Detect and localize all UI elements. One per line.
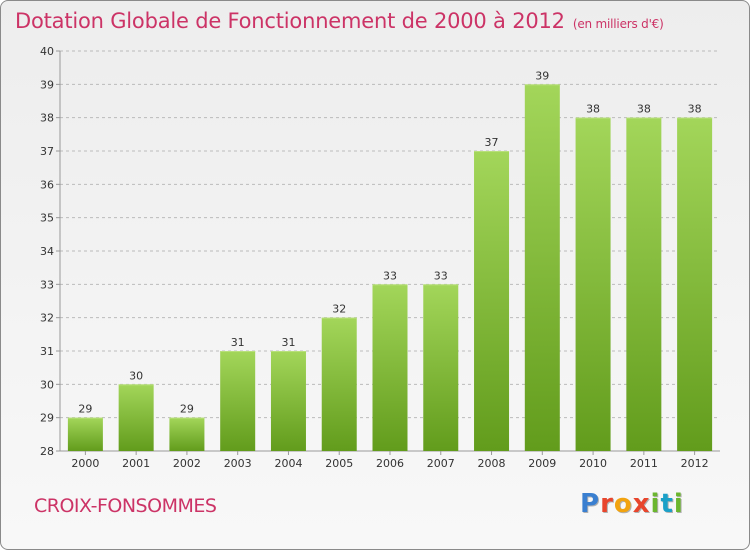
y-tick-label: 37 <box>40 145 54 158</box>
y-tick-label: 33 <box>40 278 54 291</box>
y-tick-label: 36 <box>40 178 54 191</box>
chart-title-text: Dotation Globale de Fonctionnement de 20… <box>15 9 565 33</box>
x-tick-label-2008: 2008 <box>478 457 506 470</box>
value-label-2009: 39 <box>535 69 549 82</box>
x-tick-label-2005: 2005 <box>325 457 353 470</box>
value-label-2005: 32 <box>332 303 346 316</box>
value-label-2012: 38 <box>688 103 702 116</box>
x-tick-label-2010: 2010 <box>579 457 607 470</box>
bar-2002 <box>169 417 205 451</box>
bar-2012 <box>677 117 713 452</box>
bar-2005 <box>321 317 357 451</box>
x-tick-label-2012: 2012 <box>681 457 709 470</box>
value-label-2010: 38 <box>586 103 600 116</box>
logo-letter: x <box>632 489 651 519</box>
value-label-2007: 33 <box>434 269 448 282</box>
proxiti-logo[interactable]: Proxiti <box>580 489 684 519</box>
logo-letter: P <box>580 489 601 519</box>
bar-2010 <box>575 117 611 452</box>
bars <box>67 84 713 452</box>
bar-2009 <box>524 84 560 451</box>
x-tick-label-2006: 2006 <box>376 457 404 470</box>
value-label-2003: 31 <box>231 336 245 349</box>
bar-2011 <box>626 117 662 452</box>
x-tick-label-2004: 2004 <box>274 457 302 470</box>
value-label-2000: 29 <box>78 403 92 416</box>
y-tick-label: 28 <box>40 445 54 458</box>
bar-2003 <box>220 351 256 451</box>
bar-2006 <box>372 284 408 451</box>
x-tick-label-2009: 2009 <box>528 457 556 470</box>
logo-letter: o <box>613 489 633 519</box>
x-tick-label-2001: 2001 <box>122 457 150 470</box>
y-tick-label: 30 <box>40 378 54 391</box>
x-tick-label-2011: 2011 <box>630 457 658 470</box>
y-tick-label: 29 <box>40 412 54 425</box>
value-label-2001: 30 <box>129 369 143 382</box>
value-label-2004: 31 <box>281 336 295 349</box>
bar-2000 <box>67 417 103 451</box>
y-tick-label: 39 <box>40 78 54 91</box>
y-tick-label: 38 <box>40 112 54 125</box>
bar-2004 <box>270 351 306 451</box>
x-tick-label-2000: 2000 <box>71 457 99 470</box>
value-label-2002: 29 <box>180 403 194 416</box>
value-label-2006: 33 <box>383 269 397 282</box>
value-label-2008: 37 <box>485 136 499 149</box>
x-tick-label-2002: 2002 <box>173 457 201 470</box>
x-tick-label-2003: 2003 <box>224 457 252 470</box>
value-label-2011: 38 <box>637 103 651 116</box>
logo-letter: i <box>673 489 684 519</box>
bar-2001 <box>118 384 154 451</box>
y-tick-label: 35 <box>40 212 54 225</box>
commune-name: CROIX-FONSOMMES <box>34 495 217 517</box>
y-tick-label: 34 <box>40 245 54 258</box>
logo-letter: i <box>650 489 661 519</box>
bar-2008 <box>474 151 510 451</box>
x-tick-label-2007: 2007 <box>427 457 455 470</box>
chart-title: Dotation Globale de Fonctionnement de 20… <box>15 9 664 33</box>
y-tick-label: 31 <box>40 345 54 358</box>
logo-letter: t <box>660 489 674 519</box>
y-tick-label: 32 <box>40 312 54 325</box>
labels: 28 29 30 31 32 33 34 35 36 37 38 39 40 29 2000 30 2001 29… <box>40 45 709 470</box>
chart-subtitle: (en milliers d'€) <box>572 17 664 31</box>
y-tick-label: 40 <box>40 45 54 58</box>
logo-letter: r <box>600 489 614 519</box>
bar-2007 <box>423 284 459 451</box>
